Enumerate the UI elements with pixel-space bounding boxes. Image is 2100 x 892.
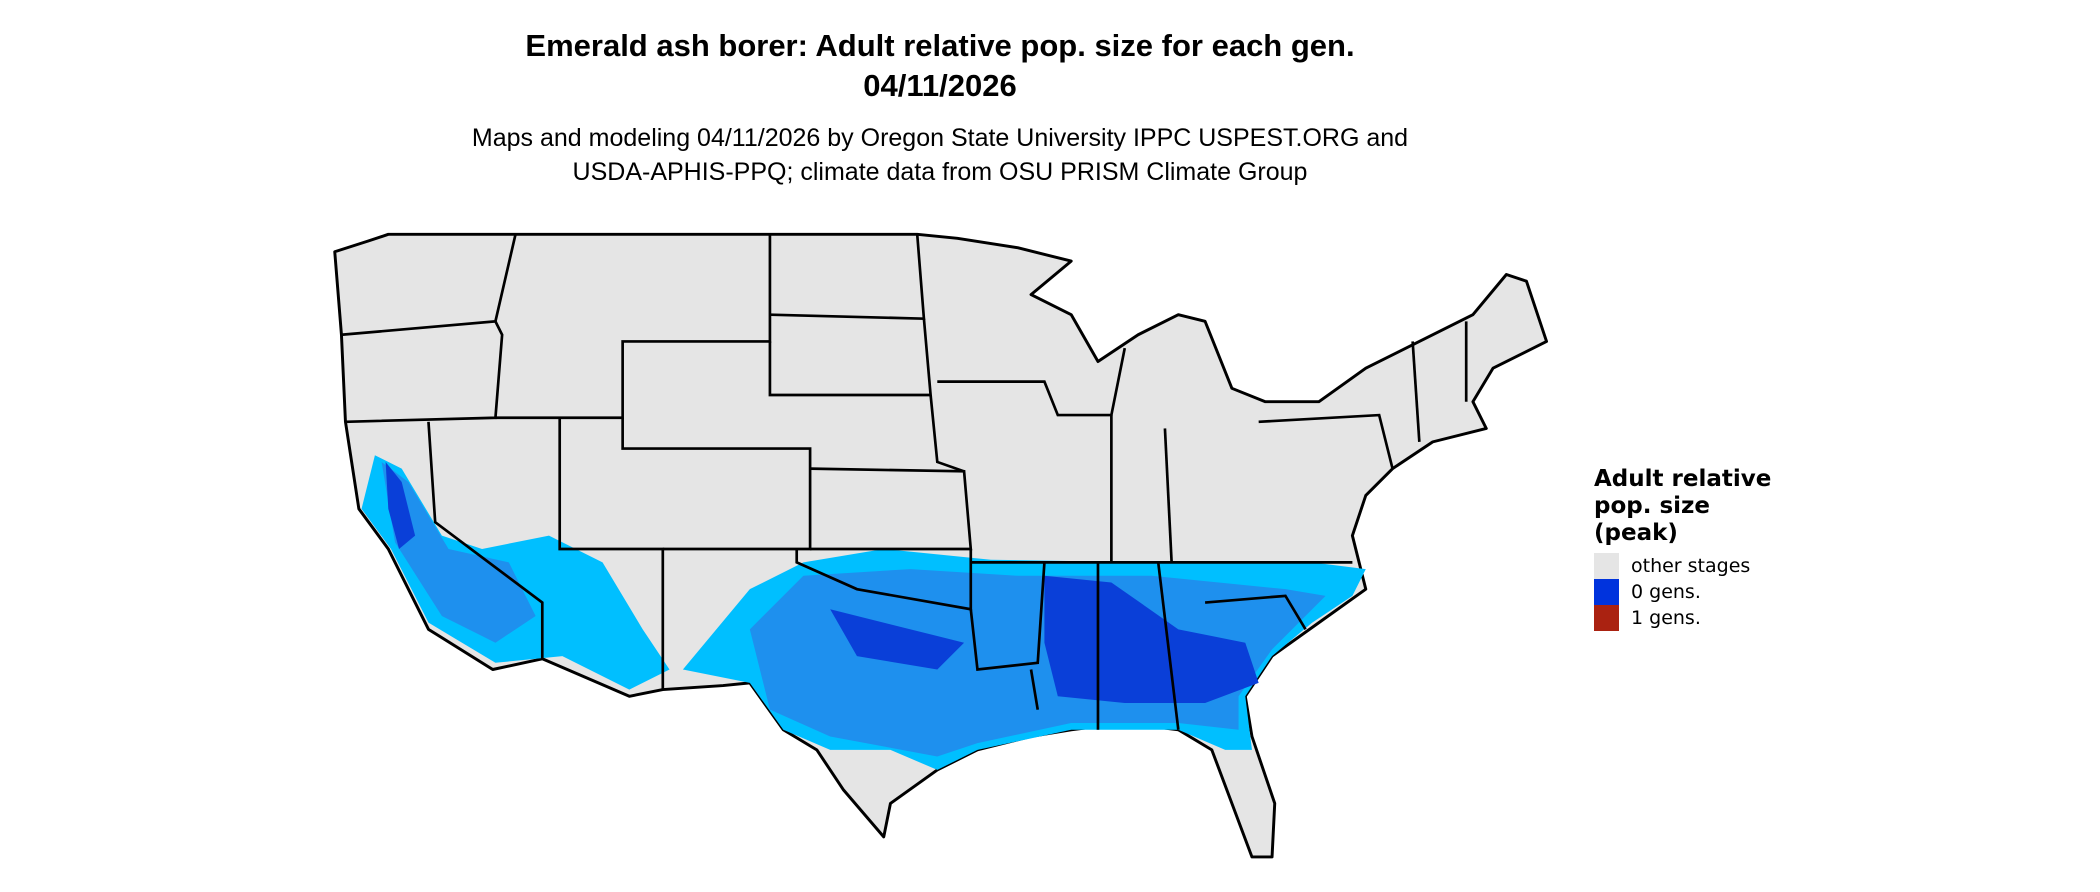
legend-label: other stages bbox=[1631, 555, 1751, 577]
legend-swatch bbox=[1594, 605, 1619, 631]
legend-entry-0-gens: 0 gens. bbox=[1594, 579, 1794, 605]
legend-title-line: Adult relative bbox=[1594, 466, 1772, 492]
legend-entry-other-stages: other stages bbox=[1594, 553, 1794, 579]
legend-title-line: (peak) bbox=[1594, 520, 1678, 546]
state-borders bbox=[341, 234, 1468, 730]
legend-label: 1 gens. bbox=[1631, 607, 1701, 629]
legend-title-line: pop. size bbox=[1594, 493, 1711, 519]
legend-swatch bbox=[1594, 579, 1619, 605]
legend: Adult relative pop. size (peak) other st… bbox=[1594, 466, 1794, 631]
legend-entry-1-gens: 1 gens. bbox=[1594, 605, 1794, 631]
subtitle-line-1: Maps and modeling 04/11/2026 by Oregon S… bbox=[471, 124, 1409, 152]
legend-label: 0 gens. bbox=[1631, 581, 1701, 603]
legend-swatch bbox=[1594, 553, 1619, 579]
subtitle-line-2: USDA-APHIS-PPQ; climate data from OSU PR… bbox=[572, 158, 1308, 186]
map-title: Emerald ash borer: Adult relative pop. s… bbox=[525, 28, 1355, 63]
map-date: 04/11/2026 bbox=[863, 68, 1017, 103]
legend-title: Adult relative pop. size (peak) bbox=[1594, 466, 1794, 547]
